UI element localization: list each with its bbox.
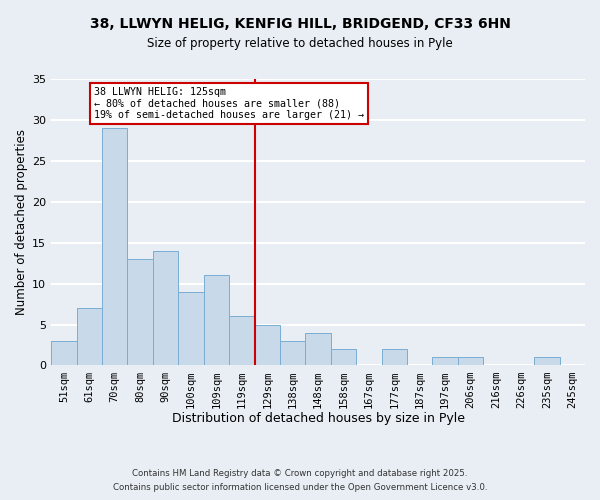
Bar [305, 332, 331, 366]
Bar [229, 316, 254, 366]
Bar [178, 292, 203, 366]
Text: 38, LLWYN HELIG, KENFIG HILL, BRIDGEND, CF33 6HN: 38, LLWYN HELIG, KENFIG HILL, BRIDGEND, … [89, 18, 511, 32]
Bar [433, 358, 458, 366]
Bar [77, 308, 102, 366]
Bar [382, 349, 407, 366]
Text: 38 LLWYN HELIG: 125sqm
← 80% of detached houses are smaller (88)
19% of semi-det: 38 LLWYN HELIG: 125sqm ← 80% of detached… [94, 87, 364, 120]
Bar [203, 276, 229, 366]
Bar [534, 358, 560, 366]
Bar [331, 349, 356, 366]
Y-axis label: Number of detached properties: Number of detached properties [15, 129, 28, 315]
Bar [102, 128, 127, 366]
Bar [280, 341, 305, 365]
Bar [458, 358, 484, 366]
Text: Contains public sector information licensed under the Open Government Licence v3: Contains public sector information licen… [113, 484, 487, 492]
Text: Contains HM Land Registry data © Crown copyright and database right 2025.: Contains HM Land Registry data © Crown c… [132, 468, 468, 477]
Bar [153, 251, 178, 366]
Text: Size of property relative to detached houses in Pyle: Size of property relative to detached ho… [147, 38, 453, 51]
Bar [254, 324, 280, 366]
X-axis label: Distribution of detached houses by size in Pyle: Distribution of detached houses by size … [172, 412, 464, 425]
Bar [127, 259, 153, 366]
Bar [51, 341, 77, 365]
